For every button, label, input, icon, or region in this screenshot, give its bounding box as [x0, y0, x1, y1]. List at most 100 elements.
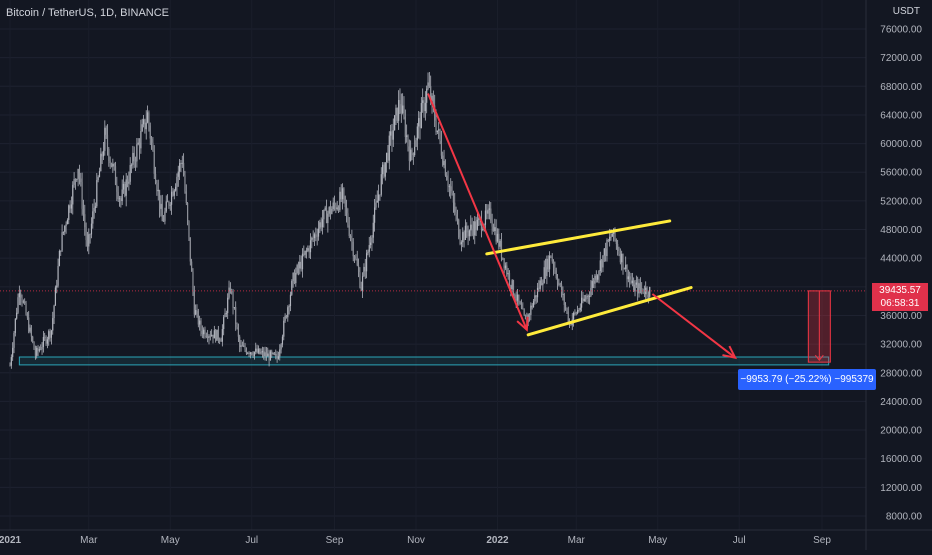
candle-body — [618, 251, 620, 255]
candle-body — [233, 307, 235, 308]
candle-body — [263, 351, 265, 357]
candle-body — [88, 234, 90, 247]
y-tick-label: 20000.00 — [880, 426, 922, 437]
candle-body — [438, 129, 440, 131]
candle-body — [97, 177, 99, 181]
candle-body — [411, 149, 413, 154]
candle-body — [152, 142, 154, 151]
candle-body — [511, 280, 513, 290]
candle-body — [173, 190, 175, 196]
candle-body — [463, 232, 465, 241]
candle-body — [590, 287, 592, 296]
candle-body — [72, 184, 74, 205]
candle-body — [365, 253, 368, 272]
candle-body — [300, 261, 302, 270]
candle-body — [462, 232, 464, 243]
candle-body — [408, 146, 410, 161]
candle-body — [150, 138, 153, 143]
y-tick-label: 56000.00 — [880, 168, 922, 179]
candle-body — [10, 357, 12, 366]
candle-body — [336, 207, 338, 210]
candle-body — [631, 280, 633, 284]
candle-body — [369, 242, 372, 246]
candle-body — [423, 100, 425, 112]
candle-body — [128, 181, 130, 184]
candle-body — [396, 107, 398, 121]
candle-body — [189, 237, 191, 262]
candle-body — [249, 352, 251, 355]
candle-body — [271, 351, 273, 354]
candle-body — [154, 173, 157, 184]
candle-body — [532, 301, 535, 308]
candle-body — [472, 228, 475, 236]
y-tick-label: 48000.00 — [880, 225, 922, 236]
candle-body — [232, 291, 234, 308]
candle-body — [116, 184, 118, 192]
y-tick-label: 44000.00 — [880, 254, 922, 265]
candle-body — [276, 354, 278, 359]
measure-range-arrowhead — [814, 354, 824, 361]
candle-body — [56, 285, 58, 288]
candle-body — [627, 276, 629, 280]
candle-body — [101, 153, 103, 157]
candle-body — [244, 345, 246, 350]
candle-body — [379, 194, 381, 196]
candle-body — [484, 210, 487, 225]
candle-body — [295, 272, 297, 284]
candle-body — [78, 168, 81, 179]
candle-body — [84, 214, 86, 228]
candle-body — [480, 218, 483, 231]
candle-body — [558, 283, 560, 285]
candle-body — [240, 345, 242, 348]
y-tick-label: 28000.00 — [880, 368, 922, 379]
candle-body — [144, 119, 146, 130]
candle-body — [261, 351, 264, 353]
candle-body — [17, 297, 19, 313]
candle-body — [343, 188, 345, 197]
last-price-value: 39435.57 — [879, 285, 921, 296]
candle-body — [386, 152, 388, 163]
candle-body — [86, 240, 89, 247]
candle-body — [33, 341, 35, 350]
candle-body — [448, 186, 450, 188]
candle-body — [585, 298, 587, 300]
candle-body — [586, 295, 588, 299]
candle-body — [488, 208, 491, 210]
candle-body — [451, 191, 453, 194]
candle-body — [486, 210, 488, 214]
candle-body — [308, 248, 310, 253]
candle-body — [581, 297, 583, 308]
grid-lines — [0, 28, 866, 517]
candle-body — [490, 208, 492, 221]
candle-body — [251, 352, 253, 355]
candle-body — [213, 330, 215, 339]
candle-body — [211, 334, 213, 337]
candle-body — [22, 301, 24, 303]
candle-body — [495, 227, 497, 242]
candle-body — [387, 152, 389, 161]
candle-body — [235, 307, 237, 324]
candle-body — [62, 231, 65, 233]
candle-body — [231, 291, 233, 293]
candle-body — [647, 295, 649, 297]
candle-body — [117, 191, 119, 199]
candle-body — [498, 233, 500, 247]
x-tick-label: May — [161, 535, 180, 546]
candle-body — [299, 261, 301, 269]
candle-body — [399, 100, 401, 105]
candle-body — [373, 207, 376, 223]
candle-body — [156, 183, 158, 192]
candle-body — [193, 291, 195, 315]
candle-body — [431, 95, 433, 102]
candle-body — [539, 280, 541, 289]
candle-body — [360, 287, 362, 291]
candle-body — [61, 232, 63, 251]
candle-body — [543, 267, 545, 283]
candle-body — [418, 118, 420, 127]
candle-body — [132, 152, 134, 165]
candle-body — [641, 288, 643, 290]
candle-body — [392, 130, 394, 140]
candle-body — [24, 301, 26, 304]
